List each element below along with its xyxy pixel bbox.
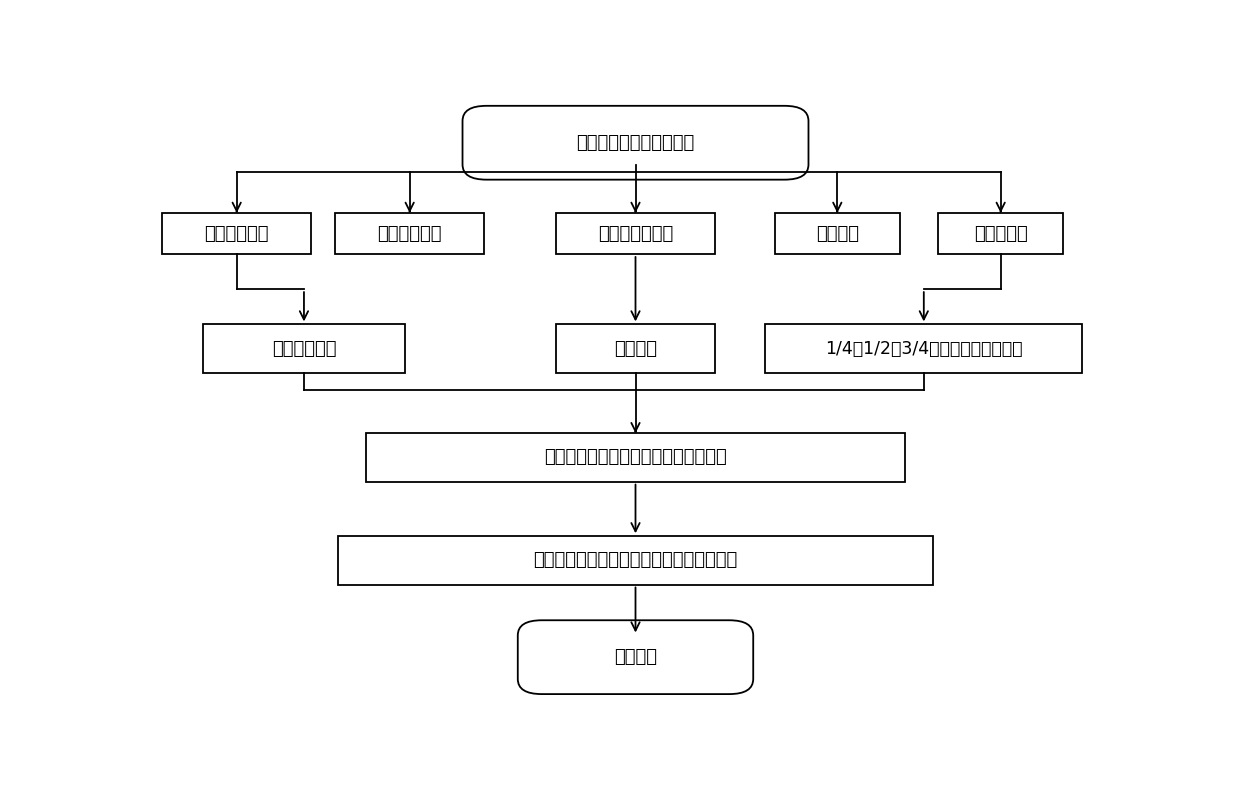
Text: 收集计算所需的基础数据: 收集计算所需的基础数据 (577, 134, 694, 152)
FancyBboxPatch shape (162, 213, 311, 254)
Text: 清管器运行速度: 清管器运行速度 (598, 225, 673, 243)
Text: 液弹长度: 液弹长度 (816, 225, 859, 243)
Text: 跨越结构跨长: 跨越结构跨长 (205, 225, 269, 243)
FancyBboxPatch shape (203, 325, 404, 373)
FancyBboxPatch shape (463, 106, 808, 180)
FancyBboxPatch shape (335, 213, 484, 254)
Text: 1/4、1/2、3/4跨处的等效位移长度: 1/4、1/2、3/4跨处的等效位移长度 (825, 340, 1023, 358)
FancyBboxPatch shape (939, 213, 1063, 254)
Text: 计算结束: 计算结束 (614, 648, 657, 667)
FancyBboxPatch shape (518, 620, 753, 694)
FancyBboxPatch shape (775, 213, 900, 254)
FancyBboxPatch shape (765, 325, 1083, 373)
Text: 插值计算管道任意位置的等效位移长度: 插值计算管道任意位置的等效位移长度 (544, 449, 727, 466)
FancyBboxPatch shape (557, 325, 714, 373)
FancyBboxPatch shape (557, 213, 714, 254)
FancyBboxPatch shape (337, 536, 934, 585)
Text: 弗劳德数: 弗劳德数 (614, 340, 657, 358)
Text: 代入计算管道不同位置处位移随时间的变化: 代入计算管道不同位置处位移随时间的变化 (533, 551, 738, 569)
FancyBboxPatch shape (367, 433, 905, 482)
Text: 液弹持液率: 液弹持液率 (973, 225, 1028, 243)
Text: 跨越管道直径: 跨越管道直径 (377, 225, 441, 243)
Text: 等效跨长系数: 等效跨长系数 (272, 340, 336, 358)
